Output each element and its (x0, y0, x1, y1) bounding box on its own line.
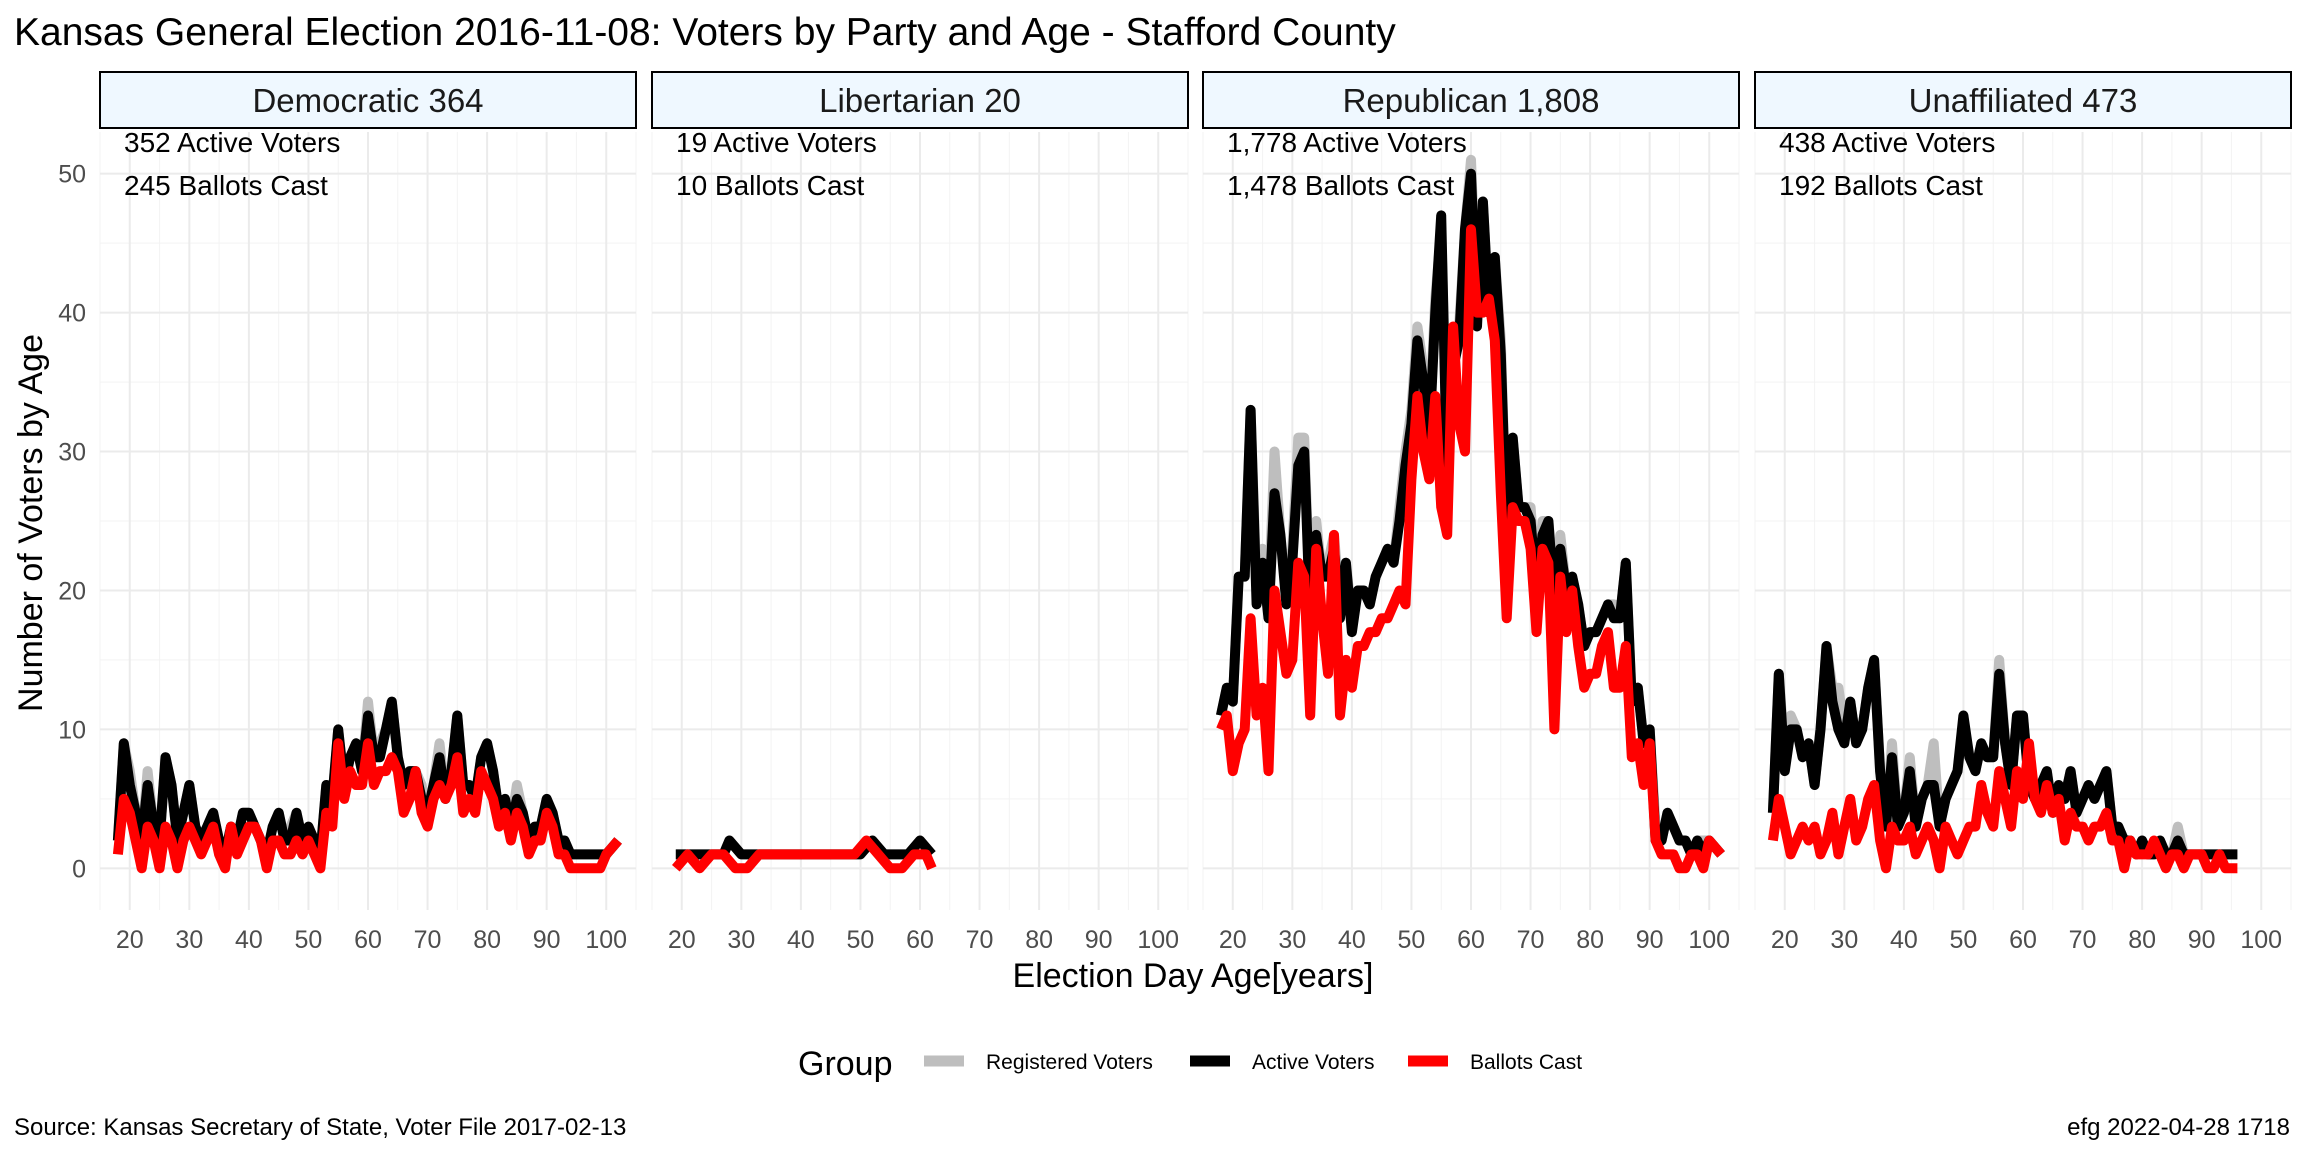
x-tick-label: 70 (414, 926, 442, 954)
ballots-cast-annotation: 192 Ballots Cast (1779, 170, 1983, 201)
x-tick-label: 40 (235, 926, 263, 954)
facet-strip-label: Unaffiliated 473 (1909, 82, 2138, 119)
y-tick-label: 0 (72, 855, 86, 883)
series-line-ballots-cast (112, 738, 622, 874)
x-tick-label: 50 (295, 926, 323, 954)
active-voters-annotation: 352 Active Voters (124, 127, 340, 158)
y-tick-label: 10 (58, 716, 86, 744)
x-tick-label: 90 (1085, 926, 1113, 954)
x-tick-label: 20 (668, 926, 696, 954)
x-tick-label: 30 (727, 926, 755, 954)
legend-label: Registered Voters (986, 1051, 1153, 1074)
facet-panels: Democratic 364 352 Active Voters 245 Ballo… (99, 71, 2292, 954)
y-tick-label: 20 (58, 577, 86, 605)
x-tick-label: 80 (2128, 926, 2156, 954)
x-tick-label: 80 (1576, 926, 1604, 954)
series-line-ballots-cast (672, 835, 937, 874)
x-tick-label: 70 (2069, 926, 2097, 954)
y-tick-label: 50 (58, 161, 86, 189)
x-tick-label: 100 (585, 926, 627, 954)
x-tick-label: 100 (1137, 926, 1179, 954)
facet-strip (99, 71, 637, 129)
ballots-cast-annotation: 1,478 Ballots Cast (1227, 170, 1454, 201)
chart-title: Kansas General Election 2016-11-08: Vote… (14, 11, 1396, 54)
facet-strip-label: Democratic 364 (252, 82, 483, 119)
legend-label: Ballots Cast (1470, 1051, 1582, 1074)
x-tick-label: 80 (1025, 926, 1053, 954)
x-tick-label: 60 (354, 926, 382, 954)
y-tick-label: 40 (58, 300, 86, 328)
series-line-active-voters (1767, 641, 2238, 860)
facet-strip-label: Libertarian 20 (819, 82, 1021, 119)
series-line-ballots-cast (1767, 738, 2238, 874)
legend: Group Registered Voters Active Voters Ball… (798, 1045, 1582, 1083)
legend-label: Active Voters (1252, 1051, 1375, 1074)
facet-panel-4: Unaffiliated 473 438 Active Voters 192 Bal… (1754, 71, 2292, 954)
x-tick-label: 70 (1517, 926, 1545, 954)
x-tick-label: 70 (966, 926, 994, 954)
ballots-cast-annotation: 245 Ballots Cast (124, 170, 328, 201)
x-tick-label: 40 (1890, 926, 1918, 954)
x-tick-label: 90 (1636, 926, 1664, 954)
source-caption: Source: Kansas Secretary of State, Voter… (14, 1114, 626, 1141)
active-voters-annotation: 438 Active Voters (1779, 127, 1995, 158)
facet-strip-label: Republican 1,808 (1343, 82, 1600, 119)
x-tick-label: 60 (906, 926, 934, 954)
x-tick-label: 50 (1398, 926, 1426, 954)
facet-strip (1754, 71, 2292, 129)
x-tick-label: 60 (2009, 926, 2037, 954)
x-tick-label: 40 (787, 926, 815, 954)
active-voters-annotation: 1,778 Active Voters (1227, 127, 1467, 158)
x-tick-label: 30 (1830, 926, 1858, 954)
facet-panel-3: Republican 1,808 1,778 Active Voters 1,478… (1202, 71, 1740, 954)
x-tick-label: 20 (116, 926, 144, 954)
facet-strip (651, 71, 1189, 129)
x-tick-label: 20 (1219, 926, 1247, 954)
y-axis: 0 10 20 30 40 50 (58, 161, 86, 884)
x-tick-label: 80 (473, 926, 501, 954)
legend-title: Group (798, 1045, 893, 1083)
y-tick-label: 30 (58, 439, 86, 467)
x-tick-label: 40 (1338, 926, 1366, 954)
x-tick-label: 30 (1278, 926, 1306, 954)
facet-panel-2: Libertarian 20 19 Active Voters 10 Ballots… (651, 71, 1189, 954)
series-line-ballots-cast (1216, 224, 1725, 874)
x-tick-label: 60 (1457, 926, 1485, 954)
x-tick-label: 30 (175, 926, 203, 954)
x-tick-label: 20 (1771, 926, 1799, 954)
credit-caption: efg 2022-04-28 1718 (2067, 1114, 2290, 1141)
ballots-cast-annotation: 10 Ballots Cast (676, 170, 865, 201)
x-tick-label: 100 (2240, 926, 2282, 954)
facet-strip (1202, 71, 1740, 129)
x-axis-title: Election Day Age[years] (1013, 957, 1374, 995)
active-voters-annotation: 19 Active Voters (676, 127, 877, 158)
x-tick-label: 50 (847, 926, 875, 954)
legend-entries: Registered Voters Active Voters Ballots Ca… (924, 1051, 1582, 1074)
y-axis-title: Number of Voters by Age (12, 334, 50, 712)
x-tick-label: 100 (1688, 926, 1730, 954)
x-tick-label: 50 (1950, 926, 1978, 954)
x-tick-label: 90 (2188, 926, 2216, 954)
facet-panel-1: Democratic 364 352 Active Voters 245 Ballo… (99, 71, 637, 954)
x-tick-label: 90 (533, 926, 561, 954)
